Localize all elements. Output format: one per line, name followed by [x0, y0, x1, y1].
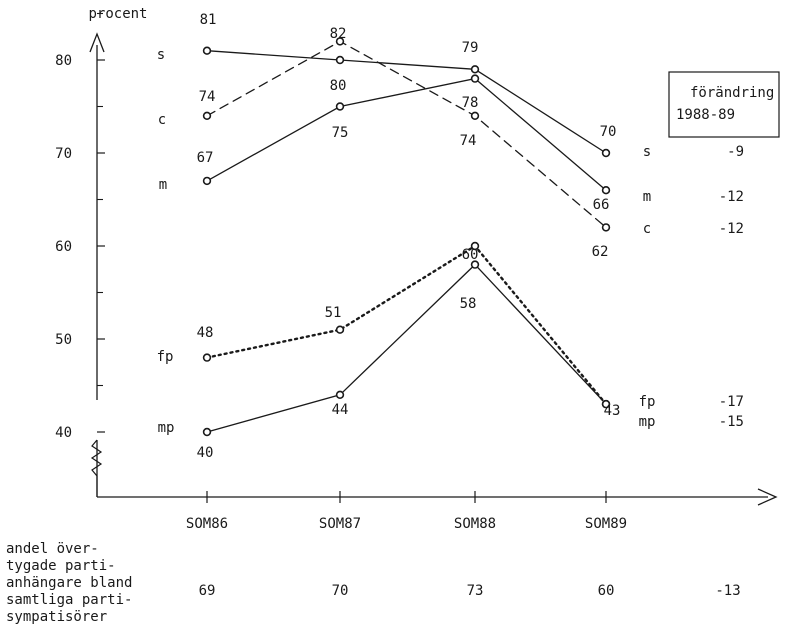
series-name-labels: s c m fp mp: [157, 47, 175, 436]
point-mp-0: [202, 427, 212, 437]
y-tick-label-80: 80: [55, 53, 72, 69]
value-label-m-som89: 66: [593, 197, 610, 213]
value-labels: 81 79 70 74 82 74 62 67 80 78 66 48 51 60 40 44 58 43 75: [197, 12, 621, 461]
legend-name-mp: mp: [639, 414, 656, 430]
footer-value-som89: 60: [598, 583, 615, 599]
series-name-c: c: [158, 112, 166, 128]
value-label-m-som88: 78: [462, 95, 479, 111]
value-label-mp-som89: 43: [604, 403, 621, 419]
change-legend-rows: s -9 c -12 m -12 fp -17 mp -15: [639, 144, 744, 430]
legend-name-s: s: [643, 144, 651, 160]
series-line-mp: [206, 263, 607, 433]
legend-change-mp: -15: [719, 414, 744, 430]
point-mp-2: [470, 260, 480, 269]
series-name-fp: fp: [157, 349, 174, 365]
y-tick-label-70: 70: [55, 146, 72, 162]
value-label-mp-som87: 44: [332, 402, 349, 418]
x-ticks: SOM86 SOM87 SOM88 SOM89: [186, 491, 627, 532]
point-mp-1: [335, 390, 345, 399]
legend-change-s: -9: [727, 144, 744, 160]
series-name-mp: mp: [158, 420, 175, 436]
point-c-3: [601, 223, 611, 232]
point-mp-3: [601, 399, 611, 409]
legend-name-m: m: [643, 189, 651, 205]
y-tick-label-50: 50: [55, 332, 72, 348]
y-tick-label-60: 60: [55, 239, 72, 255]
value-label-s-som88: 79: [462, 40, 479, 56]
footer-label-line-1: andel över-: [6, 541, 99, 557]
x-tick-label-som87: SOM87: [319, 516, 361, 532]
footer-value-som87: 70: [332, 583, 349, 599]
value-label-fp-som87: 51: [325, 305, 342, 321]
series-name-s: s: [157, 47, 165, 63]
series-lines: [205, 40, 608, 433]
value-label-m-som86: 67: [197, 150, 214, 166]
value-label-c-som86: 74: [199, 89, 216, 105]
legend-name-fp: fp: [639, 394, 656, 410]
value-label-c-som87: 82: [330, 26, 347, 42]
point-fp-2: [470, 241, 480, 251]
point-c-2: [470, 111, 480, 121]
point-s-3: [601, 148, 611, 158]
change-legend-title-line-2: 1988-89: [676, 107, 735, 123]
value-label-s-som86: 81: [200, 12, 217, 28]
footer-label-line-3: anhängare bland: [6, 575, 132, 591]
series-line-fp: [205, 244, 608, 406]
x-tick-label-som86: SOM86: [186, 516, 228, 532]
legend-change-m: -12: [719, 189, 744, 205]
series-line-m: [206, 77, 607, 191]
point-s-0: [202, 46, 212, 55]
value-label-mp-som86: 40: [197, 445, 214, 461]
value-label-mp-som88: 58: [460, 296, 477, 312]
y-ticks: 40 50 60 70 80: [55, 12, 105, 441]
value-label-c-som89: 62: [592, 244, 609, 260]
value-label-fp-som86: 48: [197, 325, 214, 341]
series-points: [202, 37, 611, 437]
legend-change-fp: -17: [719, 394, 744, 410]
y-axis-arrow-icon: [89, 32, 105, 53]
footer-label-line-4: samtliga parti-: [6, 592, 132, 608]
y-axis-label: procent: [88, 6, 147, 22]
footer-label-line-5: sympatisörer: [6, 609, 107, 625]
series-line-c: [206, 40, 607, 229]
footer-change: -13: [715, 583, 740, 599]
change-legend-box: [668, 71, 780, 138]
point-m-2: [470, 74, 480, 83]
point-m-0: [202, 176, 212, 186]
value-label-extra: 75: [332, 125, 349, 141]
footer-table: andel över-tygade parti-anhängare blands…: [6, 541, 741, 625]
x-tick-label-som89: SOM89: [585, 516, 627, 532]
point-fp-1: [335, 325, 345, 334]
value-label-s-som89: 70: [600, 124, 617, 140]
axes: [89, 32, 778, 506]
x-axis-arrow-icon: [757, 488, 778, 506]
point-c-1: [335, 37, 345, 46]
point-m-3: [601, 186, 611, 195]
series-line-s: [206, 50, 607, 154]
point-m-1: [335, 102, 345, 111]
point-fp-0: [202, 353, 212, 362]
legend-name-c: c: [643, 221, 651, 237]
x-tick-label-som88: SOM88: [454, 516, 496, 532]
change-legend: förändring 1988-89: [668, 71, 780, 138]
y-tick-label-40: 40: [55, 425, 72, 441]
legend-change-c: -12: [719, 221, 744, 237]
footer-value-som86: 69: [199, 583, 216, 599]
footer-label-line-2: tygade parti-: [6, 558, 116, 574]
value-label-m-som87: 80: [330, 78, 347, 94]
series-name-m: m: [159, 177, 167, 193]
point-s-1: [335, 55, 345, 65]
point-c-0: [202, 111, 212, 121]
axis-break-icon: [90, 439, 103, 497]
point-s-2: [470, 65, 480, 74]
change-legend-title-line-1: förändring: [690, 85, 774, 101]
value-label-fp-som88: 60: [462, 247, 479, 263]
footer-value-som88: 73: [467, 583, 484, 599]
value-label-c-som88: 74: [460, 133, 477, 149]
